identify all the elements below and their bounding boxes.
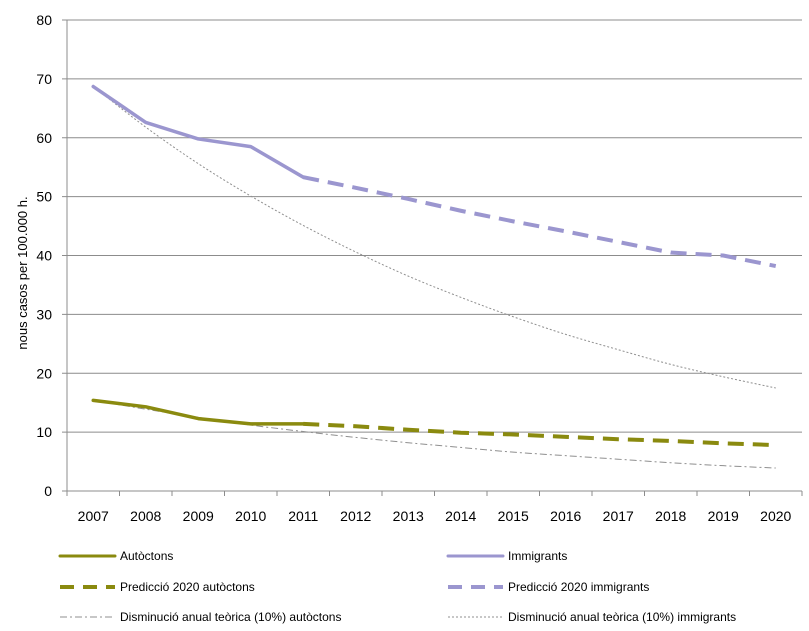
legend-item: Disminució anual teòrica (10%) autòctons: [60, 610, 341, 624]
y-tick-label: 80: [36, 12, 52, 28]
x-tick-label: 2019: [708, 508, 739, 524]
series-line-5: [93, 87, 776, 388]
legend-label: Predicció 2020 immigrants: [508, 580, 649, 594]
y-tick-label: 20: [36, 365, 52, 381]
series-line-0: [93, 400, 303, 424]
x-tick-label: 2014: [445, 508, 476, 524]
legend-label: Immigrants: [508, 549, 567, 563]
series-line-1: [93, 87, 303, 178]
y-tick-label: 50: [36, 189, 52, 205]
x-tick-label: 2011: [288, 508, 318, 524]
y-tick-label: 30: [36, 306, 52, 322]
legend-item: Predicció 2020 immigrants: [448, 580, 649, 594]
y-tick-label: 70: [36, 71, 52, 87]
legend-label: Disminució anual teòrica (10%) autòctons: [120, 610, 341, 624]
x-tick-label: 2008: [130, 508, 161, 524]
x-tick-label: 2009: [183, 508, 214, 524]
x-tick-label: 2016: [550, 508, 581, 524]
axes: [62, 20, 802, 496]
legend-label: Autòctons: [120, 549, 173, 563]
series-line-2: [303, 424, 776, 445]
y-tick-label: 40: [36, 248, 52, 264]
gridlines: [67, 20, 802, 491]
x-tick-label: 2007: [78, 508, 109, 524]
x-tick-label: 2010: [235, 508, 266, 524]
x-tick-label: 2018: [655, 508, 686, 524]
series-line-4: [93, 400, 776, 468]
y-axis-title: nous casos per 100.000 h.: [15, 196, 30, 349]
legend-item: Autòctons: [60, 549, 173, 563]
legend-item: Disminució anual teòrica (10%) immigrant…: [448, 610, 736, 624]
x-tick-label: 2017: [603, 508, 634, 524]
x-tick-label: 2012: [340, 508, 371, 524]
y-tick-label: 60: [36, 130, 52, 146]
y-tick-label: 0: [44, 483, 52, 499]
legend-label: Disminució anual teòrica (10%) immigrant…: [508, 610, 736, 624]
legend-item: Predicció 2020 autòctons: [60, 580, 255, 594]
series-line-3: [303, 177, 776, 266]
x-tick-label: 2015: [498, 508, 529, 524]
series-lines: [93, 87, 776, 469]
y-tick-label: 10: [36, 424, 52, 440]
x-tick-label: 2020: [760, 508, 791, 524]
tick-labels: 0 10 20 30 40 50 60 70 80 2007 2008 2009 2010 2011 201…: [36, 12, 791, 524]
x-tick-label: 2013: [393, 508, 424, 524]
legend: Autòctons Immigrants Predicció 2020 autòct…: [60, 549, 736, 624]
legend-item: Immigrants: [448, 549, 567, 563]
legend-label: Predicció 2020 autòctons: [120, 580, 255, 594]
